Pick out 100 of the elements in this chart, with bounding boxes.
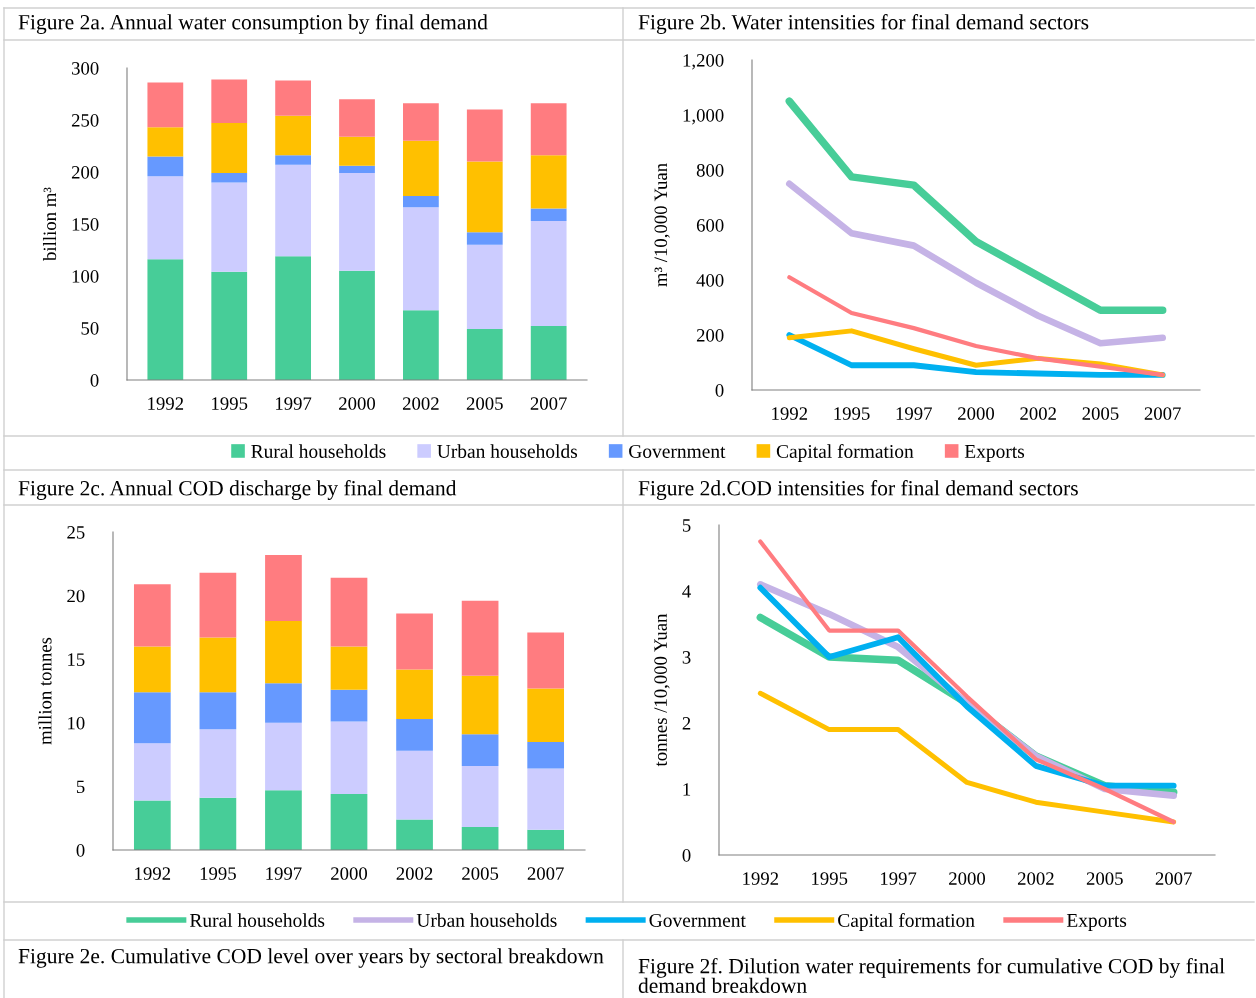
bar xyxy=(133,584,171,647)
x-tick-label: 2005 xyxy=(1086,872,1123,885)
y-tick-label: 0 xyxy=(90,374,99,387)
bar xyxy=(461,675,499,735)
bar xyxy=(527,829,565,850)
bar xyxy=(147,156,184,177)
bar xyxy=(527,741,565,769)
y-tick-label: 5 xyxy=(682,519,691,532)
y-axis-title: tonnes /10,000 Yuan xyxy=(654,613,670,767)
legend-label: Urban households xyxy=(416,913,557,927)
bar xyxy=(466,109,503,162)
bar xyxy=(403,103,439,141)
bar xyxy=(466,329,503,380)
bar xyxy=(339,165,375,174)
bar xyxy=(265,621,302,684)
line-series xyxy=(758,539,1176,825)
bar xyxy=(527,632,565,689)
y-tick-label: 20 xyxy=(67,589,85,603)
bar xyxy=(339,270,375,380)
x-tick-label: 2002 xyxy=(1017,872,1054,885)
bar xyxy=(403,195,439,208)
bar xyxy=(211,79,248,124)
x-tick-label: 1995 xyxy=(200,867,236,880)
bar xyxy=(265,722,302,791)
bar xyxy=(147,176,184,260)
bar xyxy=(461,734,499,767)
legend-label: Exports xyxy=(964,445,1025,462)
legend-label: Exports xyxy=(1066,914,1127,931)
bar xyxy=(466,161,503,233)
bar xyxy=(211,182,248,272)
bar xyxy=(275,155,311,165)
bar xyxy=(330,646,368,690)
bar xyxy=(466,232,503,245)
x-tick-label: 1997 xyxy=(881,872,917,885)
x-tick-label: 1997 xyxy=(896,407,932,420)
bar xyxy=(396,669,433,719)
bar xyxy=(461,766,499,828)
y-tick-label: 0 xyxy=(682,849,691,862)
x-tick-label: 1992 xyxy=(772,407,808,420)
text: Figure 2e. Cumulative COD level over years by sectoral breakdown xyxy=(18,948,604,968)
bar xyxy=(461,600,499,676)
y-tick-label: 200 xyxy=(71,166,99,179)
y-tick-label: 400 xyxy=(696,274,724,287)
y-tick-label: 0 xyxy=(76,844,85,857)
bar xyxy=(199,692,237,730)
y-tick-label: 50 xyxy=(81,322,99,335)
bar xyxy=(133,646,171,693)
bar xyxy=(466,244,503,330)
y-tick-label: 200 xyxy=(696,329,724,342)
bar xyxy=(527,688,565,742)
chart-title: Figure 2c. Annual COD discharge by final demand xyxy=(18,480,457,500)
chart-title: Figure 2a. Annual water consumption by final demand xyxy=(18,14,488,34)
x-tick-label: 2002 xyxy=(1020,407,1056,420)
x-tick-label: 2005 xyxy=(462,867,499,880)
y-tick-label: 150 xyxy=(72,218,99,231)
bar xyxy=(396,819,433,850)
y-tick-label: 1,000 xyxy=(683,109,724,125)
y-tick-label: 5 xyxy=(76,780,85,794)
bar xyxy=(339,99,375,137)
bar xyxy=(530,103,567,156)
bar xyxy=(330,721,368,795)
y-tick-label: 3 xyxy=(682,651,691,664)
bar xyxy=(211,271,248,380)
chart-title: Figure 2d.COD intensities for final demand sectors xyxy=(638,480,1078,500)
x-tick-label: 2000 xyxy=(949,872,986,885)
bar xyxy=(530,325,567,380)
y-tick-label: 2 xyxy=(682,717,691,730)
y-tick-label: 800 xyxy=(696,164,724,177)
chart-title: Figure 2b. Water intensities for final demand sectors xyxy=(638,14,1089,34)
bar xyxy=(199,729,237,798)
x-tick-label: 2007 xyxy=(527,867,564,880)
bar xyxy=(133,692,171,744)
bar xyxy=(147,259,184,380)
text: Figure 2f. Dilution water requirements for cumulative COD by final demand breakdown xyxy=(638,958,1225,993)
x-tick-label: 1992 xyxy=(148,397,184,410)
y-tick-label: 300 xyxy=(71,62,99,75)
bar xyxy=(133,743,171,801)
bar xyxy=(147,127,184,157)
bar xyxy=(527,768,565,830)
x-tick-label: 2000 xyxy=(339,397,376,410)
legend-label: Rural households xyxy=(251,444,386,458)
bar xyxy=(275,164,311,257)
x-tick-label: 1995 xyxy=(212,397,248,410)
bar xyxy=(211,173,248,183)
x-tick-label: 1995 xyxy=(834,407,870,420)
x-tick-label: 2002 xyxy=(402,397,439,410)
bar xyxy=(275,115,311,156)
x-tick-label: 2005 xyxy=(466,397,503,410)
bar xyxy=(530,155,567,209)
y-axis-title: billion m³ xyxy=(42,187,57,261)
x-tick-label: 1992 xyxy=(135,867,171,880)
bar xyxy=(396,718,433,751)
y-tick-label: 600 xyxy=(696,219,724,232)
bar xyxy=(211,123,248,174)
y-axis-title: million tonnes xyxy=(38,637,52,745)
bar xyxy=(461,827,499,850)
y-tick-label: 10 xyxy=(68,716,85,730)
bar xyxy=(403,140,439,196)
bar xyxy=(265,683,302,723)
bar xyxy=(275,80,311,116)
